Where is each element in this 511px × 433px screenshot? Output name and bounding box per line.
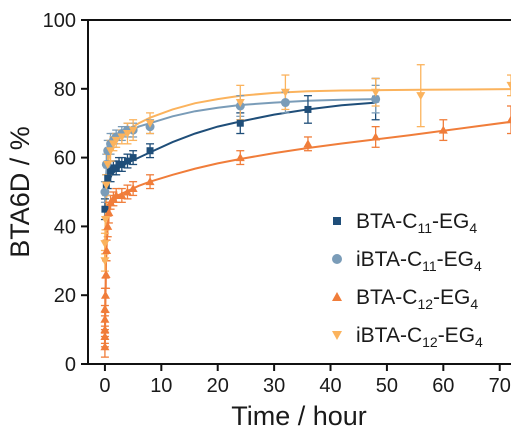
x-tick-label: 30	[263, 375, 285, 397]
legend: BTA-C11-EG4 iBTA-C11-EG4 BTA-C12-EG4 iBTA-C…	[332, 210, 483, 350]
data-point-1	[236, 119, 244, 127]
data-points	[100, 81, 511, 351]
data-point-3	[128, 184, 138, 193]
data-point-4	[111, 136, 121, 145]
data-point-4	[100, 216, 110, 225]
x-tick-label: 60	[432, 375, 454, 397]
y-axis-label: BTA6D / %	[5, 126, 35, 258]
data-point-3	[100, 342, 110, 351]
data-point-4	[100, 240, 110, 249]
x-tick-label: 10	[150, 375, 172, 397]
data-point-1	[146, 147, 154, 155]
data-point-4	[103, 160, 113, 169]
legend-marker-2	[332, 254, 342, 264]
data-point-3	[100, 331, 110, 340]
data-point-4	[235, 99, 245, 108]
data-point-3	[235, 153, 245, 162]
legend-label-3: BTA-C12-EG4	[356, 286, 478, 312]
data-point-3	[303, 139, 313, 148]
x-tick-label: 70	[489, 375, 511, 397]
data-point-1	[123, 157, 131, 165]
y-tick-label: 20	[54, 285, 76, 307]
data-point-2	[280, 98, 290, 108]
x-tick-label: 20	[207, 375, 229, 397]
data-point-1	[304, 105, 312, 113]
data-point-1	[129, 154, 137, 162]
data-point-4	[117, 133, 127, 142]
legend-label-2: iBTA-C11-EG4	[356, 248, 482, 274]
data-point-4	[122, 130, 132, 139]
data-point-4	[506, 81, 511, 90]
y-tick-label: 40	[54, 216, 76, 238]
data-point-3	[100, 314, 110, 323]
legend-marker-3	[332, 292, 342, 301]
data-point-3	[101, 270, 111, 279]
x-tick-label: 0	[99, 375, 110, 397]
data-point-3	[100, 304, 110, 313]
x-tick-label: 50	[376, 375, 398, 397]
data-point-1	[118, 160, 126, 168]
data-point-4	[100, 257, 110, 266]
data-point-3	[102, 245, 112, 254]
data-point-3	[122, 187, 132, 196]
data-point-3	[438, 125, 448, 134]
axes: 0 10 20 30 40 50 60 70 0 20 40 60 80 100	[43, 10, 511, 397]
data-point-3	[145, 177, 155, 186]
data-point-4	[101, 181, 111, 190]
legend-label-4: iBTA-C12-EG4	[356, 324, 483, 350]
data-point-3	[111, 190, 121, 199]
data-point-4	[371, 88, 381, 97]
data-point-4	[280, 88, 290, 97]
data-point-3	[104, 208, 114, 217]
y-tick-label: 100	[43, 10, 76, 32]
data-point-4	[106, 147, 116, 156]
data-point-3	[117, 190, 127, 199]
data-point-1	[101, 205, 109, 213]
data-point-4	[128, 126, 138, 135]
fit-curve-4	[103, 88, 511, 261]
data-point-3	[506, 115, 511, 124]
y-tick-label: 0	[65, 354, 76, 376]
y-tick-label: 60	[54, 148, 76, 170]
data-point-1	[104, 174, 112, 182]
legend-label-1: BTA-C11-EG4	[356, 210, 477, 236]
data-point-3	[103, 221, 113, 230]
y-tick-label: 80	[54, 79, 76, 101]
x-axis-label: Time / hour	[231, 401, 367, 431]
data-point-3	[100, 325, 110, 334]
legend-marker-1	[333, 217, 341, 225]
data-point-3	[371, 132, 381, 141]
data-point-4	[416, 92, 426, 101]
legend-marker-4	[332, 331, 342, 340]
data-point-2	[371, 94, 381, 104]
data-point-2	[100, 187, 110, 197]
x-tick-label: 40	[319, 375, 341, 397]
data-point-3	[100, 290, 110, 299]
data-point-4	[145, 119, 155, 128]
